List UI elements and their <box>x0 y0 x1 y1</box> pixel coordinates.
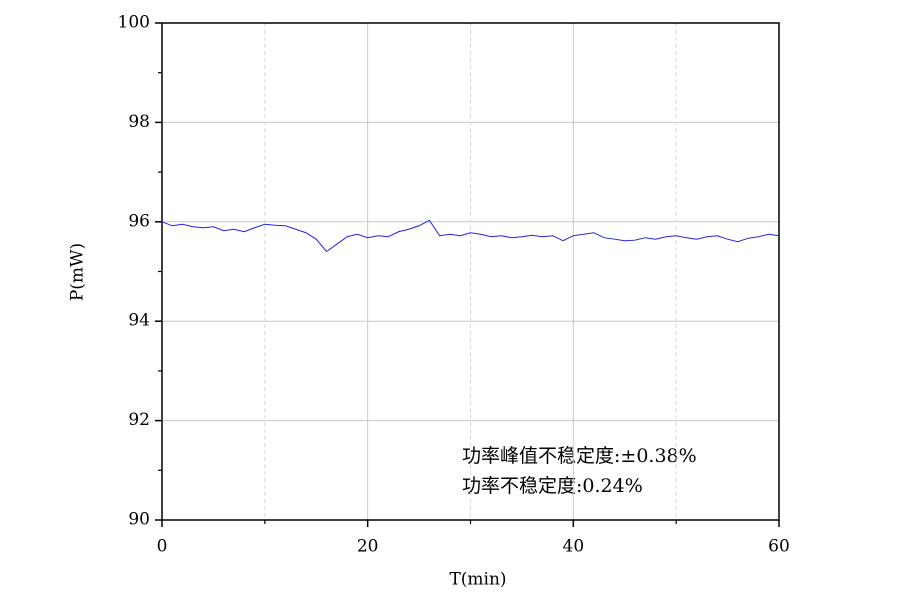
x-tick-label: 0 <box>157 537 168 557</box>
y-tick-label: 92 <box>128 410 150 430</box>
x-tick-label: 40 <box>563 537 585 557</box>
annotation: 功率不稳定度:0.24% <box>462 475 643 497</box>
y-tick-label: 90 <box>128 510 150 530</box>
data-line <box>161 219 780 253</box>
y-tick-label: 94 <box>128 311 150 331</box>
annotation: 功率峰值不稳定度:±0.38% <box>462 445 697 467</box>
x-axis-label: T(min) <box>449 570 506 590</box>
y-tick-label: 100 <box>118 13 150 33</box>
y-axis-label: P(mW) <box>68 243 88 301</box>
y-tick-label: 96 <box>128 211 150 231</box>
y-tick-label: 98 <box>128 112 150 132</box>
x-tick-label: 20 <box>357 537 379 557</box>
plot-frame <box>161 22 780 521</box>
x-tick-label: 60 <box>768 537 790 557</box>
